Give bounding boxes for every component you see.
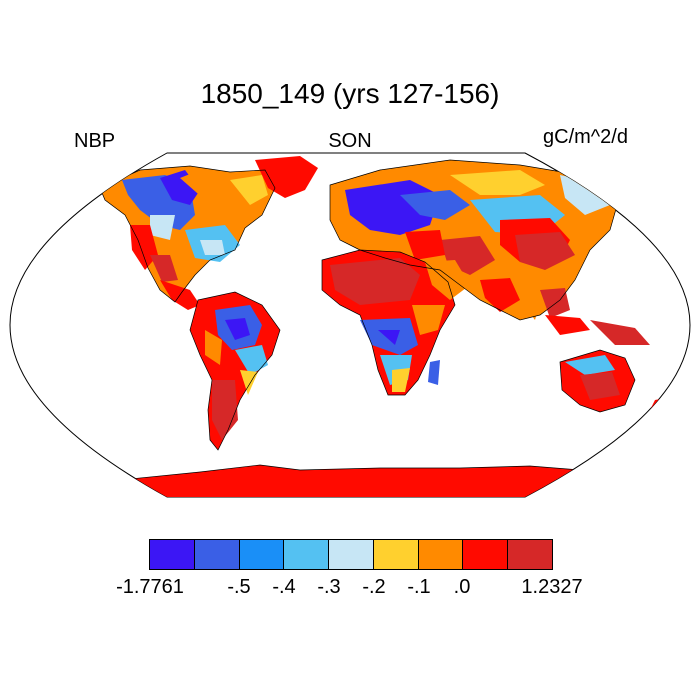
landmass-eurasia <box>330 160 620 320</box>
colorbar-swatch-3 <box>239 540 285 569</box>
coastlines <box>99 159 636 481</box>
colorbar-swatch-1 <box>150 540 195 569</box>
colorbar-swatch-9 <box>508 540 553 569</box>
colorbar-label: -.2 <box>362 576 386 598</box>
season-label: SON <box>328 130 372 152</box>
landmass-greenland <box>255 156 318 198</box>
variable-label: NBP <box>74 130 116 152</box>
colorbar-label: .0 <box>453 576 471 598</box>
units-label: gC/m^2/d <box>543 126 628 148</box>
colorbar-swatch-2 <box>194 540 240 569</box>
colorbar-swatch-4 <box>284 540 330 569</box>
landmass-australia <box>560 350 635 412</box>
colorbar-label: -.3 <box>317 576 341 598</box>
colorbar-swatch-8 <box>463 540 509 569</box>
colorbar <box>149 539 553 570</box>
colorbar-label: -.5 <box>227 576 251 598</box>
landmass-madagascar <box>428 360 440 385</box>
colorbar-label: -.1 <box>407 576 431 598</box>
landmass-south-america <box>190 292 280 450</box>
landmass-arabia <box>425 260 470 300</box>
colorbar-swatch-6 <box>373 540 419 569</box>
plot-title: 1850_149 (yrs 127-156) <box>200 78 500 109</box>
colorbar-swatch-7 <box>418 540 464 569</box>
colorbar-swatch-5 <box>329 540 374 569</box>
landmass-antarctica <box>120 465 600 497</box>
landmass-africa <box>322 250 455 395</box>
colorbar-label: -.4 <box>272 576 296 598</box>
colorbar-label-min: -1.7761 <box>116 576 184 598</box>
landmass-north-america <box>100 166 275 310</box>
landmass-maritime-asia <box>520 300 650 345</box>
colorbar-label-max: 1.2327 <box>521 576 583 598</box>
